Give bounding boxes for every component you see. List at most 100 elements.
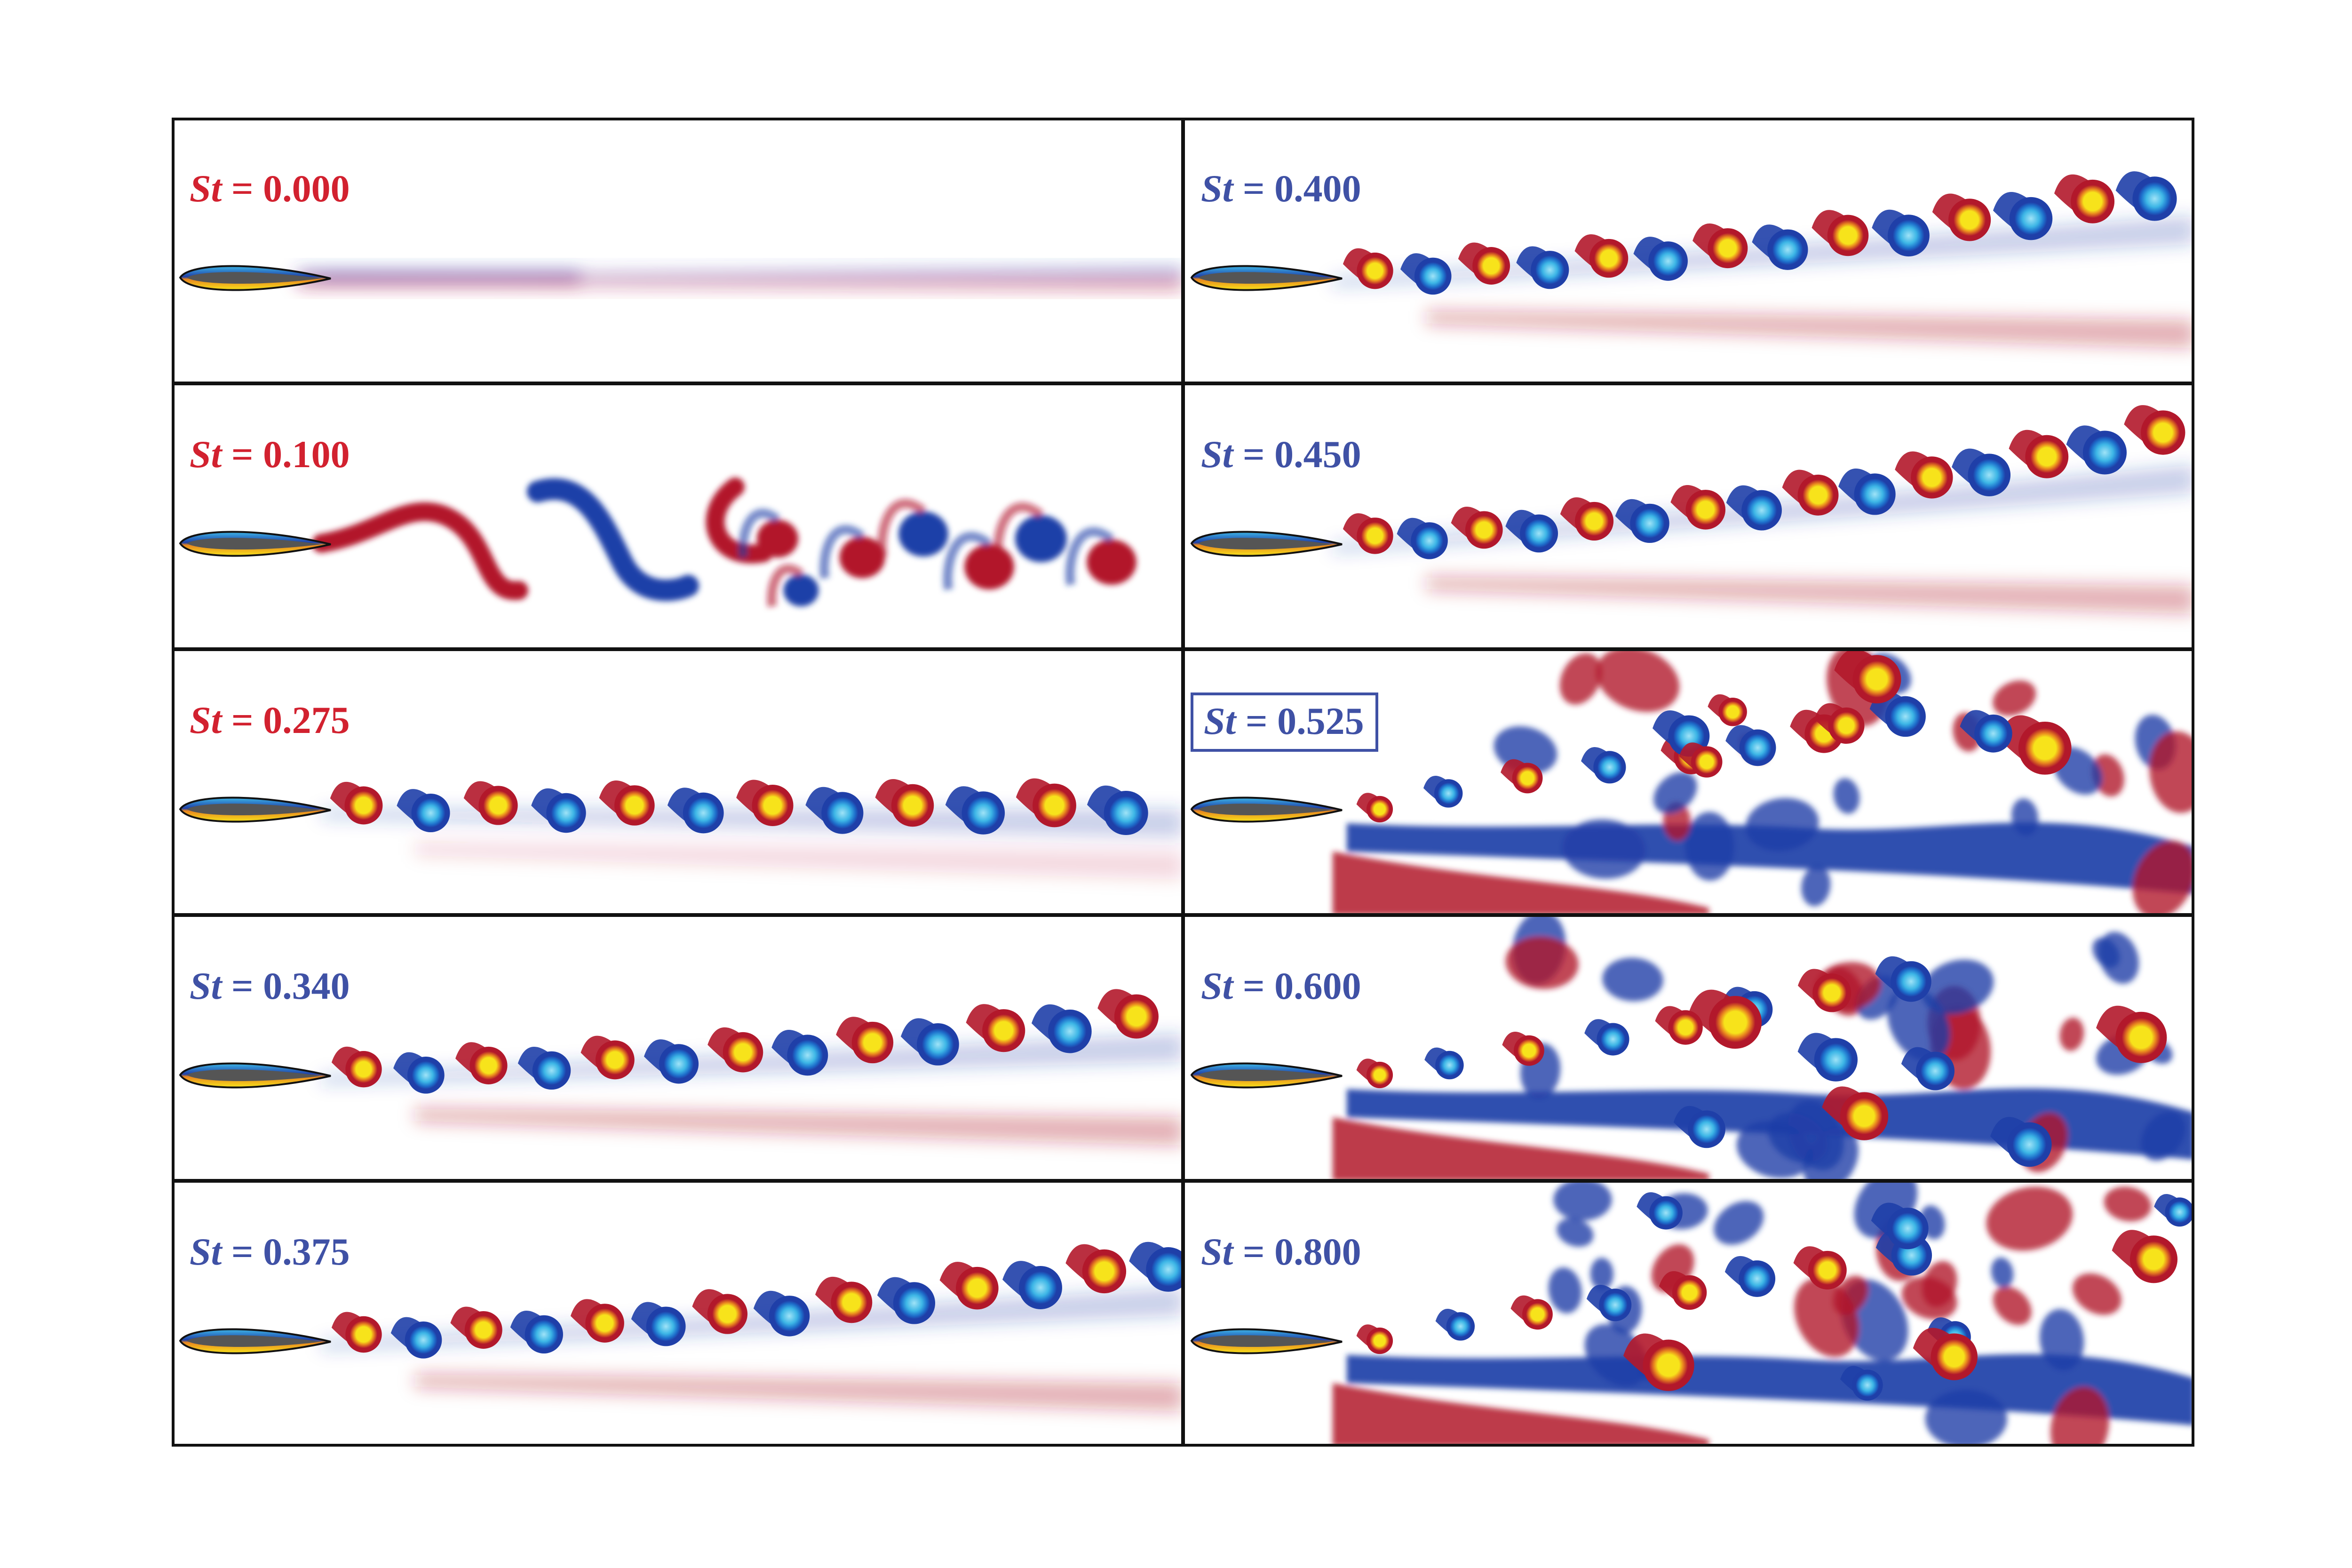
- strouhal-label: St = 0.800: [1201, 1233, 1361, 1271]
- vorticity-field: [1190, 171, 2194, 348]
- vortex-street: [321, 778, 1183, 880]
- vortex-core: [1129, 1242, 1183, 1292]
- vortex-core: [805, 787, 864, 834]
- vortex-core: [1586, 1284, 1632, 1321]
- vortex-core: [1435, 1308, 1475, 1341]
- vortex-core: [1560, 497, 1614, 541]
- panel-grid: St = 0.000 St = 0.100 St = 0.275 St = 0.340…: [172, 118, 2194, 1447]
- vortex-core: [815, 1276, 873, 1323]
- frame-border: [172, 118, 175, 1447]
- vortex-street: [1333, 171, 2194, 348]
- vortex-core: [1424, 1047, 1464, 1080]
- strouhal-symbol: St: [1201, 964, 1233, 1007]
- vortex-core: [2115, 171, 2177, 221]
- vortex-core: [1895, 451, 1953, 499]
- equals-sign: =: [222, 699, 263, 741]
- vortex-core: [692, 1289, 748, 1334]
- wake-panel: St = 0.450: [1183, 383, 2194, 649]
- vortex-core: [531, 788, 586, 833]
- vortex-core: [2009, 430, 2069, 478]
- airfoil-shape: [1190, 796, 1343, 823]
- airfoil-shape: [1190, 1062, 1343, 1089]
- vorticity-field: [179, 478, 1136, 607]
- vortex-core: [1343, 248, 1393, 289]
- strouhal-label: St = 0.340: [190, 967, 350, 1005]
- vortex-core: [1397, 517, 1448, 559]
- strouhal-value: 0.800: [1274, 1230, 1361, 1273]
- strouhal-value: 0.100: [263, 433, 350, 476]
- vortex-core: [900, 1018, 959, 1066]
- wake-panel: St = 0.600: [1183, 915, 2194, 1181]
- vortex-core: [939, 1262, 999, 1310]
- vorticity-field: [1190, 405, 2194, 614]
- vortex-core: [1615, 499, 1669, 543]
- wake-panel: St = 0.340: [172, 915, 1183, 1181]
- airfoil-shape: [1190, 265, 1343, 291]
- vortex-core: [1356, 1059, 1393, 1089]
- frame-border: [2192, 118, 2194, 1447]
- vorticity-field: [179, 1242, 1183, 1411]
- vortex-core: [2112, 1230, 2178, 1283]
- vortex-core: [1724, 1256, 1776, 1297]
- vortex-core: [450, 1306, 502, 1349]
- strouhal-value: 0.340: [263, 964, 350, 1007]
- vortex-core: [1510, 1295, 1553, 1330]
- vortex-core: [1692, 223, 1748, 269]
- equals-sign: =: [222, 964, 263, 1007]
- vortex-core: [1932, 193, 1991, 241]
- vortex-street: [1333, 405, 2194, 614]
- strouhal-symbol: St: [1201, 1230, 1233, 1273]
- equals-sign: =: [1236, 700, 1278, 742]
- vortex-core: [463, 781, 518, 825]
- vortex-core: [1637, 1192, 1683, 1230]
- vortex-core: [1574, 234, 1629, 278]
- vortex-core: [570, 1299, 624, 1343]
- strouhal-symbol: St: [190, 433, 222, 476]
- equals-sign: =: [1233, 433, 1275, 476]
- vortex-core: [1458, 242, 1510, 285]
- strouhal-symbol: St: [190, 964, 222, 1007]
- row-divider: [172, 382, 2194, 385]
- equals-sign: =: [1233, 167, 1275, 210]
- airfoil-shape: [179, 1062, 331, 1089]
- airfoil-shape: [179, 796, 331, 823]
- vortex-core: [390, 1317, 442, 1359]
- row-divider: [172, 1179, 2194, 1183]
- steady-wake: [298, 268, 1183, 289]
- vortex-core: [771, 1030, 828, 1076]
- vortex-core: [1990, 1117, 2052, 1167]
- vortex-core: [397, 789, 450, 833]
- vortex-core: [1505, 509, 1558, 553]
- row-divider: [172, 647, 2194, 651]
- wake-panel: St = 0.525: [1183, 649, 2194, 915]
- vortex-core: [1822, 1086, 1889, 1140]
- strouhal-label: St = 0.450: [1201, 435, 1361, 474]
- vortex-core: [1356, 1324, 1393, 1354]
- vortex-street: [321, 1242, 1183, 1411]
- equals-sign: =: [222, 167, 263, 210]
- vortex-core: [736, 780, 794, 826]
- chaotic-wake: [1333, 649, 2194, 915]
- vortex-core: [631, 1302, 686, 1346]
- strouhal-symbol: St: [1204, 700, 1236, 742]
- vortex-core: [1581, 747, 1626, 784]
- vortex-core: [1451, 507, 1503, 549]
- vortex-street: [312, 478, 1136, 607]
- airfoil-shape: [179, 531, 331, 557]
- vortex-core: [1782, 470, 1839, 516]
- strouhal-value: 0.600: [1274, 964, 1361, 1007]
- vortex-core: [1097, 989, 1159, 1039]
- vortex-core: [1752, 224, 1808, 270]
- vortex-core: [1838, 468, 1896, 515]
- vortex-core: [1875, 1230, 1932, 1276]
- vortex-core: [1872, 209, 1930, 257]
- vortex-core: [1016, 778, 1076, 828]
- vortex-core: [1814, 703, 1865, 744]
- vortex-core: [1087, 785, 1148, 836]
- strouhal-label: St = 0.000: [190, 169, 350, 208]
- strouhal-label: St = 0.400: [1201, 169, 1361, 208]
- vortex-core: [331, 1312, 382, 1353]
- vortex-core: [1960, 710, 2012, 753]
- vortex-core: [1871, 1202, 1929, 1250]
